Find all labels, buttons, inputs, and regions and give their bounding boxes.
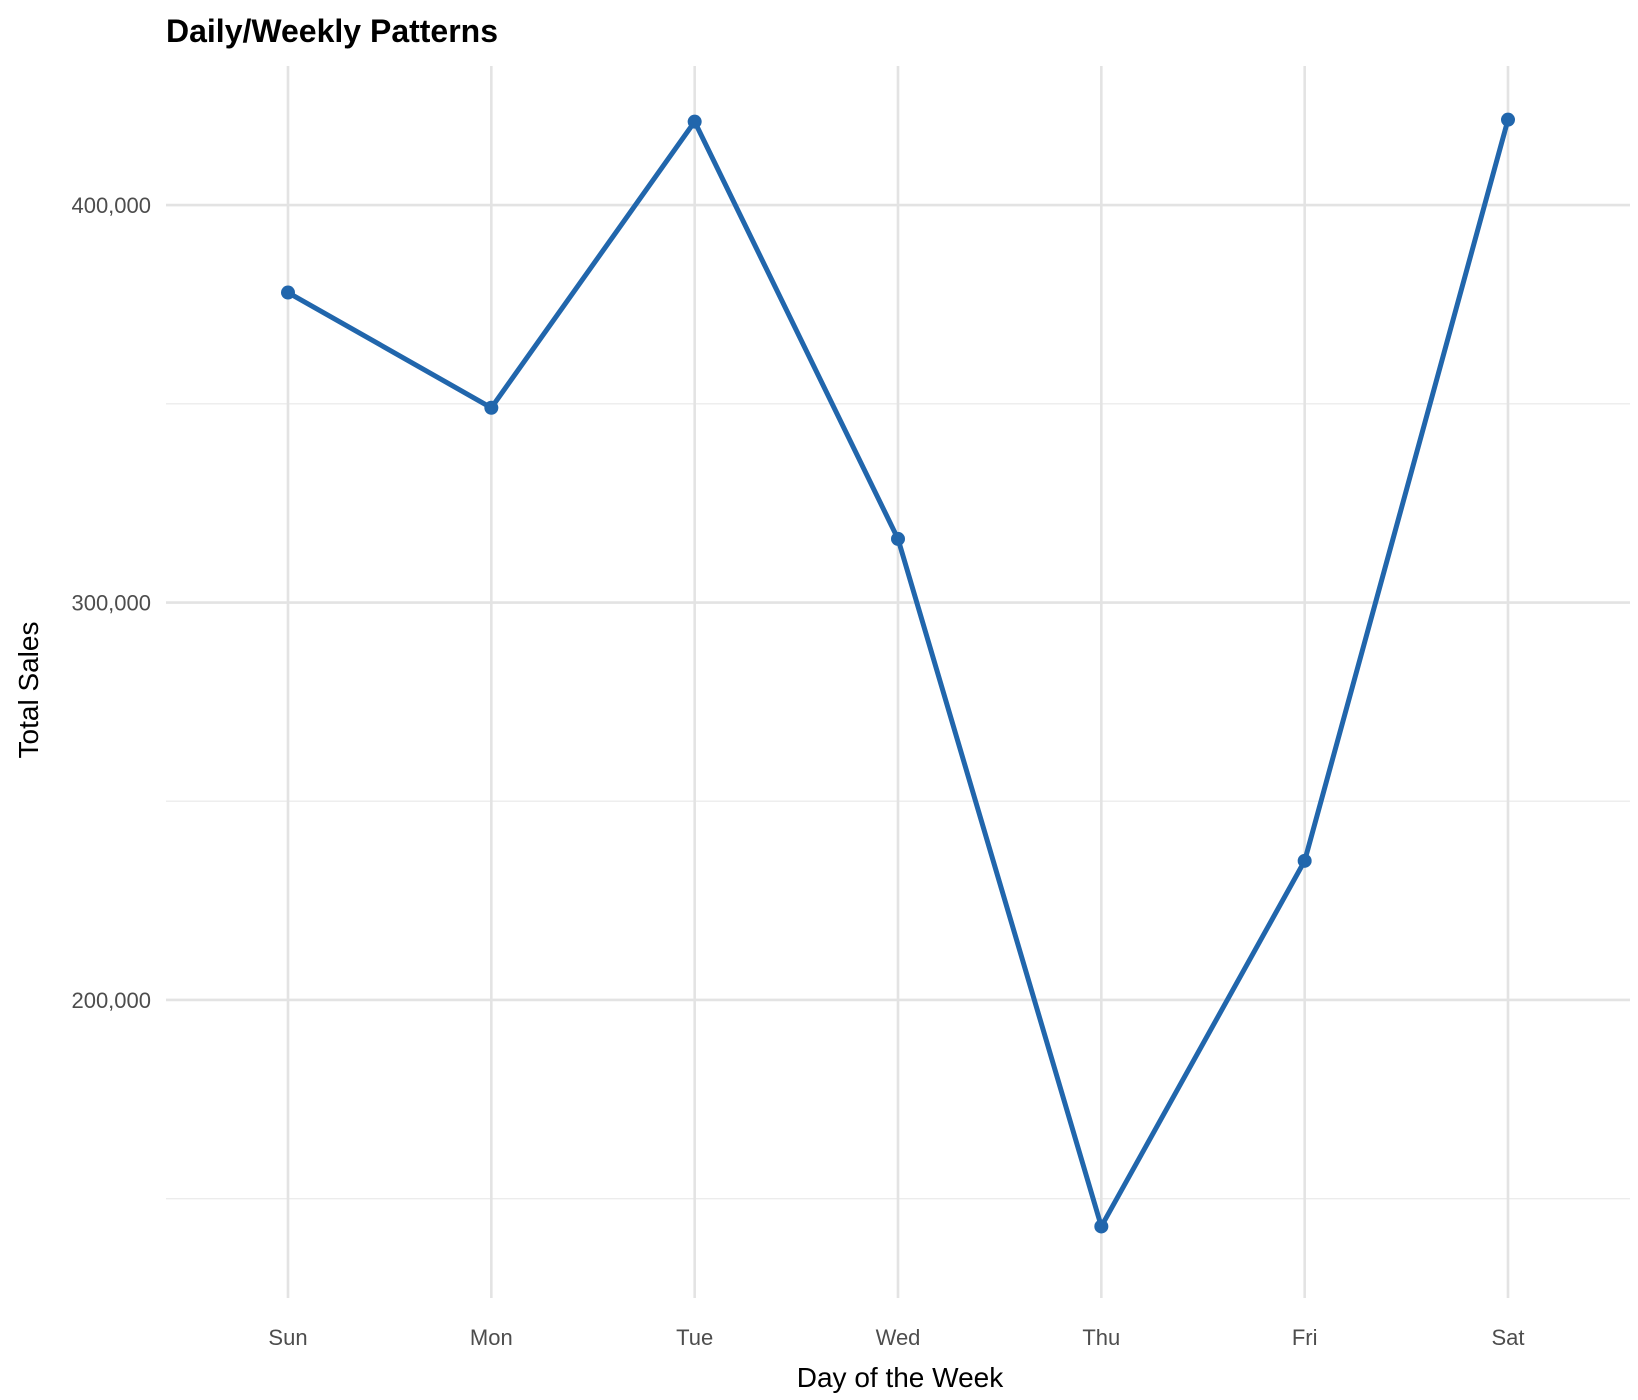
y-tick-label: 400,000 bbox=[71, 193, 151, 218]
data-point bbox=[891, 531, 905, 546]
major-gridlines bbox=[166, 66, 1630, 1298]
y-axis-ticks: 200,000 300,000 400,000 bbox=[71, 193, 151, 1013]
series-layer bbox=[281, 112, 1515, 1234]
x-tick-label: Thu bbox=[1082, 1325, 1120, 1350]
x-tick-label: Wed bbox=[876, 1325, 921, 1350]
data-point bbox=[281, 285, 295, 300]
y-axis-title: Total Sales bbox=[13, 622, 44, 759]
data-point bbox=[1297, 853, 1312, 868]
x-axis-ticks: Sun Mon Tue Wed Thu Fri Sat bbox=[268, 1325, 1524, 1350]
data-point bbox=[1094, 1219, 1109, 1234]
x-tick-label: Tue bbox=[676, 1325, 713, 1350]
x-tick-label: Fri bbox=[1292, 1325, 1318, 1350]
x-tick-label: Mon bbox=[470, 1325, 513, 1350]
data-point bbox=[1501, 112, 1515, 127]
data-point bbox=[484, 400, 499, 415]
data-point bbox=[687, 114, 702, 129]
y-tick-label: 300,000 bbox=[71, 591, 151, 616]
y-tick-label: 200,000 bbox=[71, 988, 151, 1013]
chart-title: Daily/Weekly Patterns bbox=[166, 13, 498, 49]
x-axis-title: Day of the Week bbox=[797, 1362, 1004, 1393]
x-tick-label: Sat bbox=[1491, 1325, 1524, 1350]
x-tick-label: Sun bbox=[268, 1325, 307, 1350]
